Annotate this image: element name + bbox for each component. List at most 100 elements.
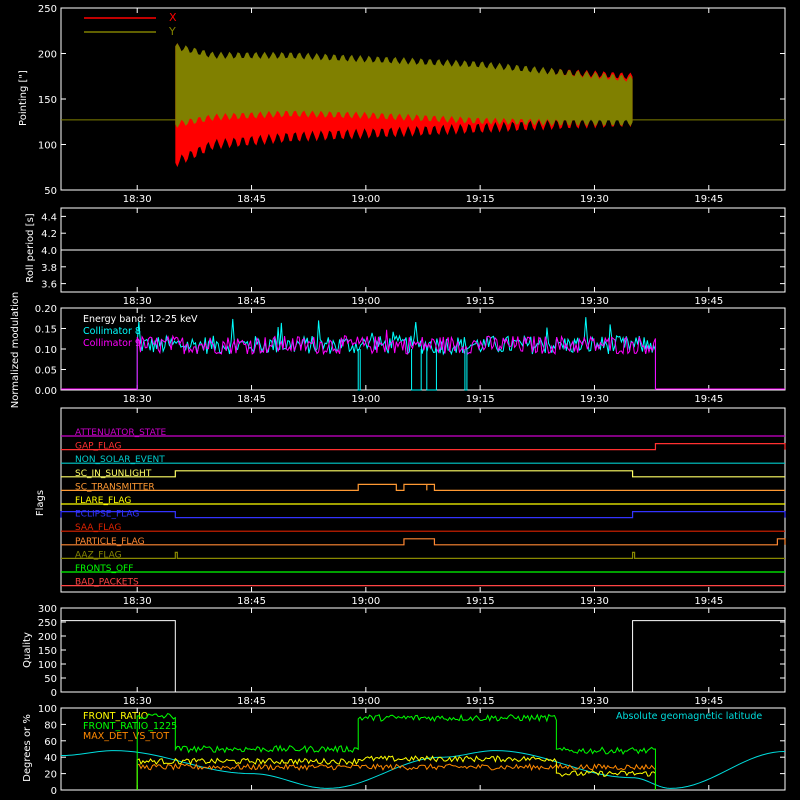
x-tick-label: 18:30 (123, 596, 152, 607)
roll-period-panel: Roll period [s] 18:30 18:45 19:00 19:15 19:3… (25, 207, 786, 307)
y-tick-label: 0.10 (35, 345, 57, 356)
x-tick-label: 19:15 (466, 296, 495, 307)
x-tick-label: 19:00 (351, 296, 380, 307)
x-tick-label: 19:00 (351, 194, 380, 205)
y-tick-label: 0.05 (35, 366, 57, 377)
flag-line (61, 470, 785, 478)
pointing-panel: Pointing ["] X Y 18:30 18:45 19:00 19:15 19:… (18, 4, 786, 205)
y-tick-label: 20 (44, 770, 57, 781)
collimator-9-series (136, 329, 656, 390)
collimator-8-series (136, 317, 656, 390)
pointing-legend-y-label: Y (168, 25, 176, 38)
x-tick-label: 19:00 (351, 596, 380, 607)
x-tick-label: 18:30 (123, 194, 152, 205)
max-det-vs-tot-label: MAX_DET_VS_TOT (83, 731, 169, 742)
y-tick-label: 4.2 (41, 229, 57, 240)
x-tick-label: 19:15 (466, 596, 495, 607)
y-tick-label: 150 (38, 95, 57, 106)
flag-label: SAA_FLAG (75, 523, 121, 533)
front-ratio-label: FRONT_RATIO (83, 711, 148, 722)
quality-ylabel: Quality (22, 632, 33, 668)
degrees-panel: Degrees or % FRONT_RATIO FRONT_RATIO_122… (22, 704, 786, 797)
x-tick-label: 19:30 (580, 596, 609, 607)
y-tick-label: 0.20 (35, 304, 57, 315)
x-tick-label: 18:45 (237, 296, 266, 307)
flag-label: SC_TRANSMITTER (75, 482, 155, 492)
geomagnetic-latitude-label: Absolute geomagnetic latitude (616, 711, 762, 722)
y-tick-label: 200 (38, 632, 57, 643)
flag-line (61, 538, 786, 546)
x-tick-label: 18:30 (123, 696, 152, 707)
roll-period-ylabel: Roll period [s] (25, 213, 36, 282)
x-tick-label: 18:45 (237, 596, 266, 607)
collimator-8-dropout (411, 349, 422, 391)
y-tick-label: 4.0 (41, 246, 57, 257)
flags-panel: Flags 18:30 18:45 19:00 19:15 19:30 19:45 ATTE… (35, 407, 786, 607)
collimator-8-dropout (464, 349, 468, 391)
panel-frame (60, 707, 786, 791)
pointing-legend-x-label: X (169, 11, 177, 24)
collimator-9-label: Collimator 9 (83, 338, 141, 349)
y-tick-label: 100 (38, 141, 57, 152)
y-tick-label: 250 (38, 618, 57, 629)
y-tick-label: 100 (38, 704, 57, 715)
y-tick-label: 100 (38, 660, 57, 671)
geomagnetic-latitude-series (60, 750, 786, 789)
flag-line (60, 511, 786, 519)
x-tick-label: 18:45 (237, 194, 266, 205)
x-tick-label: 19:00 (351, 394, 380, 405)
y-tick-label: 0 (51, 786, 57, 797)
pointing-ylabel: Pointing ["] (18, 70, 29, 126)
y-tick-label: 4.4 (41, 212, 57, 223)
collimator-8-label: Collimator 8 (83, 326, 141, 337)
front-ratio-1225-series (136, 712, 656, 790)
y-tick-label: 80 (44, 720, 57, 731)
x-tick-label: 19:45 (694, 194, 723, 205)
y-tick-label: 250 (38, 4, 57, 15)
flag-line (61, 443, 786, 451)
y-tick-label: 60 (44, 737, 57, 748)
collimator-8-dropout (357, 349, 361, 391)
x-tick-label: 19:45 (694, 296, 723, 307)
y-tick-label: 0.15 (35, 325, 57, 336)
y-tick-label: 0 (51, 688, 57, 699)
x-tick-label: 19:30 (580, 696, 609, 707)
x-tick-label: 19:45 (694, 596, 723, 607)
flag-label: AAZ_FLAG (75, 550, 122, 560)
flag-label: ECLIPSE_FLAG (75, 510, 139, 520)
y-tick-label: 40 (44, 753, 57, 764)
panel-frame (60, 407, 786, 593)
front-ratio-series (136, 755, 656, 790)
x-tick-label: 18:45 (237, 696, 266, 707)
y-tick-label: 300 (38, 604, 57, 615)
y-tick-label: 50 (44, 186, 57, 197)
quality-panel: Quality 18:30 18:45 19:00 19:15 19:30 19:45 0 5… (22, 604, 786, 707)
flags-ylabel: Flags (35, 490, 46, 516)
collimator-8-dropout (426, 349, 437, 391)
y-tick-label: 3.8 (41, 263, 57, 274)
flag-label: FLARE_FLAG (75, 496, 131, 506)
x-tick-label: 18:45 (237, 394, 266, 405)
flag-label: BAD_PACKETS (75, 578, 139, 588)
x-tick-label: 19:45 (694, 394, 723, 405)
flag-label: NON_SOLAR_EVENT (75, 455, 165, 465)
quality-line (61, 620, 785, 693)
x-tick-label: 18:30 (123, 394, 152, 405)
x-tick-label: 18:30 (123, 296, 152, 307)
x-tick-label: 19:45 (694, 696, 723, 707)
x-tick-label: 19:30 (580, 394, 609, 405)
pointing-y-series (175, 43, 633, 128)
x-tick-label: 19:15 (466, 394, 495, 405)
modulation-ylabel: Normalized modulation (10, 292, 21, 409)
degrees-ylabel: Degrees or % (22, 714, 33, 782)
y-tick-label: 50 (44, 674, 57, 685)
energy-band-annotation: Energy band: 12-25 keV (83, 314, 198, 325)
flag-line (61, 483, 785, 491)
x-tick-label: 19:15 (466, 194, 495, 205)
y-tick-label: 0.00 (35, 386, 57, 397)
flag-label: FRONTS_OFF (75, 564, 133, 574)
flag-label: ATTENUATOR_STATE (75, 428, 167, 438)
front-ratio-1225-label: FRONT_RATIO_1225 (83, 721, 177, 732)
flag-label: SC_IN_SUNLIGHT (75, 469, 152, 479)
